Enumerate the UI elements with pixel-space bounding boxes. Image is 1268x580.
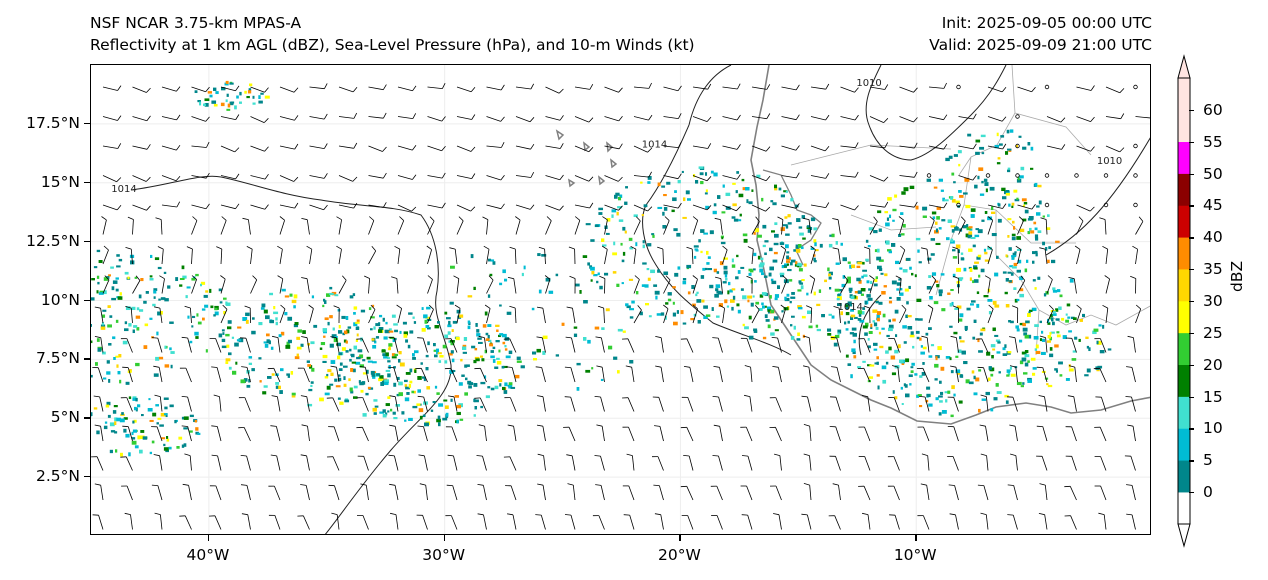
colorbar-tick-mark [1189,332,1194,335]
y-tick-mark [84,122,90,125]
colorbar-tick-mark [1189,460,1194,462]
colorbar-tick-mark [1189,428,1194,430]
colorbar-segment [1178,141,1190,174]
colorbar-tick-label: 55 [1203,132,1223,151]
colorbar-tick-label: 35 [1203,260,1223,279]
colorbar-segment [1178,428,1190,461]
y-tick-mark [84,476,90,478]
x-tick-mark [443,535,445,541]
colorbar-segment [1178,301,1190,334]
colorbar-tick-mark [1189,492,1194,494]
y-tick-label: 5°N [50,408,80,427]
colorbar-segment [1178,396,1190,429]
y-tick-mark [84,299,90,301]
colorbar-tick-label: 20 [1203,355,1223,374]
colorbar-tick-label: 0 [1203,483,1213,502]
colorbar-segment [1178,364,1190,397]
y-tick-mark [84,417,90,419]
x-tick-mark [207,535,210,541]
isobar-label: 1014 [642,139,667,150]
colorbar-tick-label: 30 [1203,292,1223,310]
isobar-label: 1010 [856,78,881,89]
colorbar-tick-label: 15 [1203,387,1223,406]
y-tick-mark [84,358,90,360]
colorbar-extend-max [1177,54,1191,79]
colorbar-tick-mark [1189,173,1194,175]
x-tick-mark [915,535,917,541]
colorbar-tick-mark [1189,364,1194,366]
y-tick-mark [84,181,90,184]
x-tick-label: 10°W [893,546,937,564]
x-tick-label: 30°W [422,546,466,564]
colorbar-segment [1178,492,1190,525]
isobar-label: 1010 [1097,156,1122,167]
colorbar-extend-min [1177,523,1191,548]
colorbar-tick-mark [1189,269,1194,271]
colorbar-tick-label: 50 [1203,164,1223,183]
y-tick-label: 10°N [40,290,80,309]
title-fields: Reflectivity at 1 km AGL (dBZ), Sea-Leve… [90,36,695,54]
isobar-label: 1014 [111,184,136,195]
colorbar-segment [1178,237,1190,270]
title-valid-time: Valid: 2025-09-09 21:00 UTC [929,36,1152,54]
lat-lon-gridlines [91,65,1150,534]
x-tick-label: 40°W [186,546,230,564]
colorbar-tick-label: 10 [1203,419,1223,438]
colorbar-segment [1178,78,1190,111]
colorbar-tick-label: 5 [1203,451,1213,470]
colorbar-tick-label: 25 [1203,323,1223,342]
colorbar-label: dBZ [1228,260,1246,292]
colorbar-tick-label: 60 [1203,100,1223,119]
y-tick-label: 2.5°N [36,467,80,486]
colorbar-tick-mark [1189,396,1194,398]
colorbar-segment [1178,173,1190,206]
map-canvas: 1014 1014 1010 1010 1014 [91,65,1150,534]
x-tick-mark [679,535,681,541]
y-tick-mark [84,240,90,242]
y-tick-label: 15°N [40,172,80,191]
colorbar-tick-mark [1189,301,1194,303]
isobar-label: 1014 [837,302,862,313]
colorbar-tick-label: 45 [1203,196,1223,215]
title-model: NSF NCAR 3.75-km MPAS-A [90,14,302,32]
colorbar-segment [1178,269,1190,302]
y-tick-label: 12.5°N [26,231,80,250]
isobar-labels: 1014 1014 1010 1010 1014 [111,78,1122,313]
colorbar-tick-mark [1189,141,1194,143]
title-init-time: Init: 2025-09-05 00:00 UTC [941,14,1152,32]
reflectivity-echoes [91,80,1112,457]
colorbar-segment [1178,460,1190,493]
x-tick-label: 20°W [658,546,701,564]
colorbar-tick-mark [1189,109,1194,112]
colorbar-segment [1178,109,1190,143]
map-panel[interactable]: 1014 1014 1010 1010 1014 [90,64,1151,535]
colorbar-segment [1178,332,1190,366]
colorbar-tick-mark [1189,237,1194,239]
y-tick-label: 7.5°N [36,349,80,368]
colorbar [1177,54,1191,548]
wind-barbs [91,82,1150,530]
y-tick-label: 17.5°N [26,113,80,132]
colorbar-tick-mark [1189,205,1194,207]
colorbar-segment [1178,205,1190,238]
colorbar-tick-label: 40 [1203,228,1223,247]
